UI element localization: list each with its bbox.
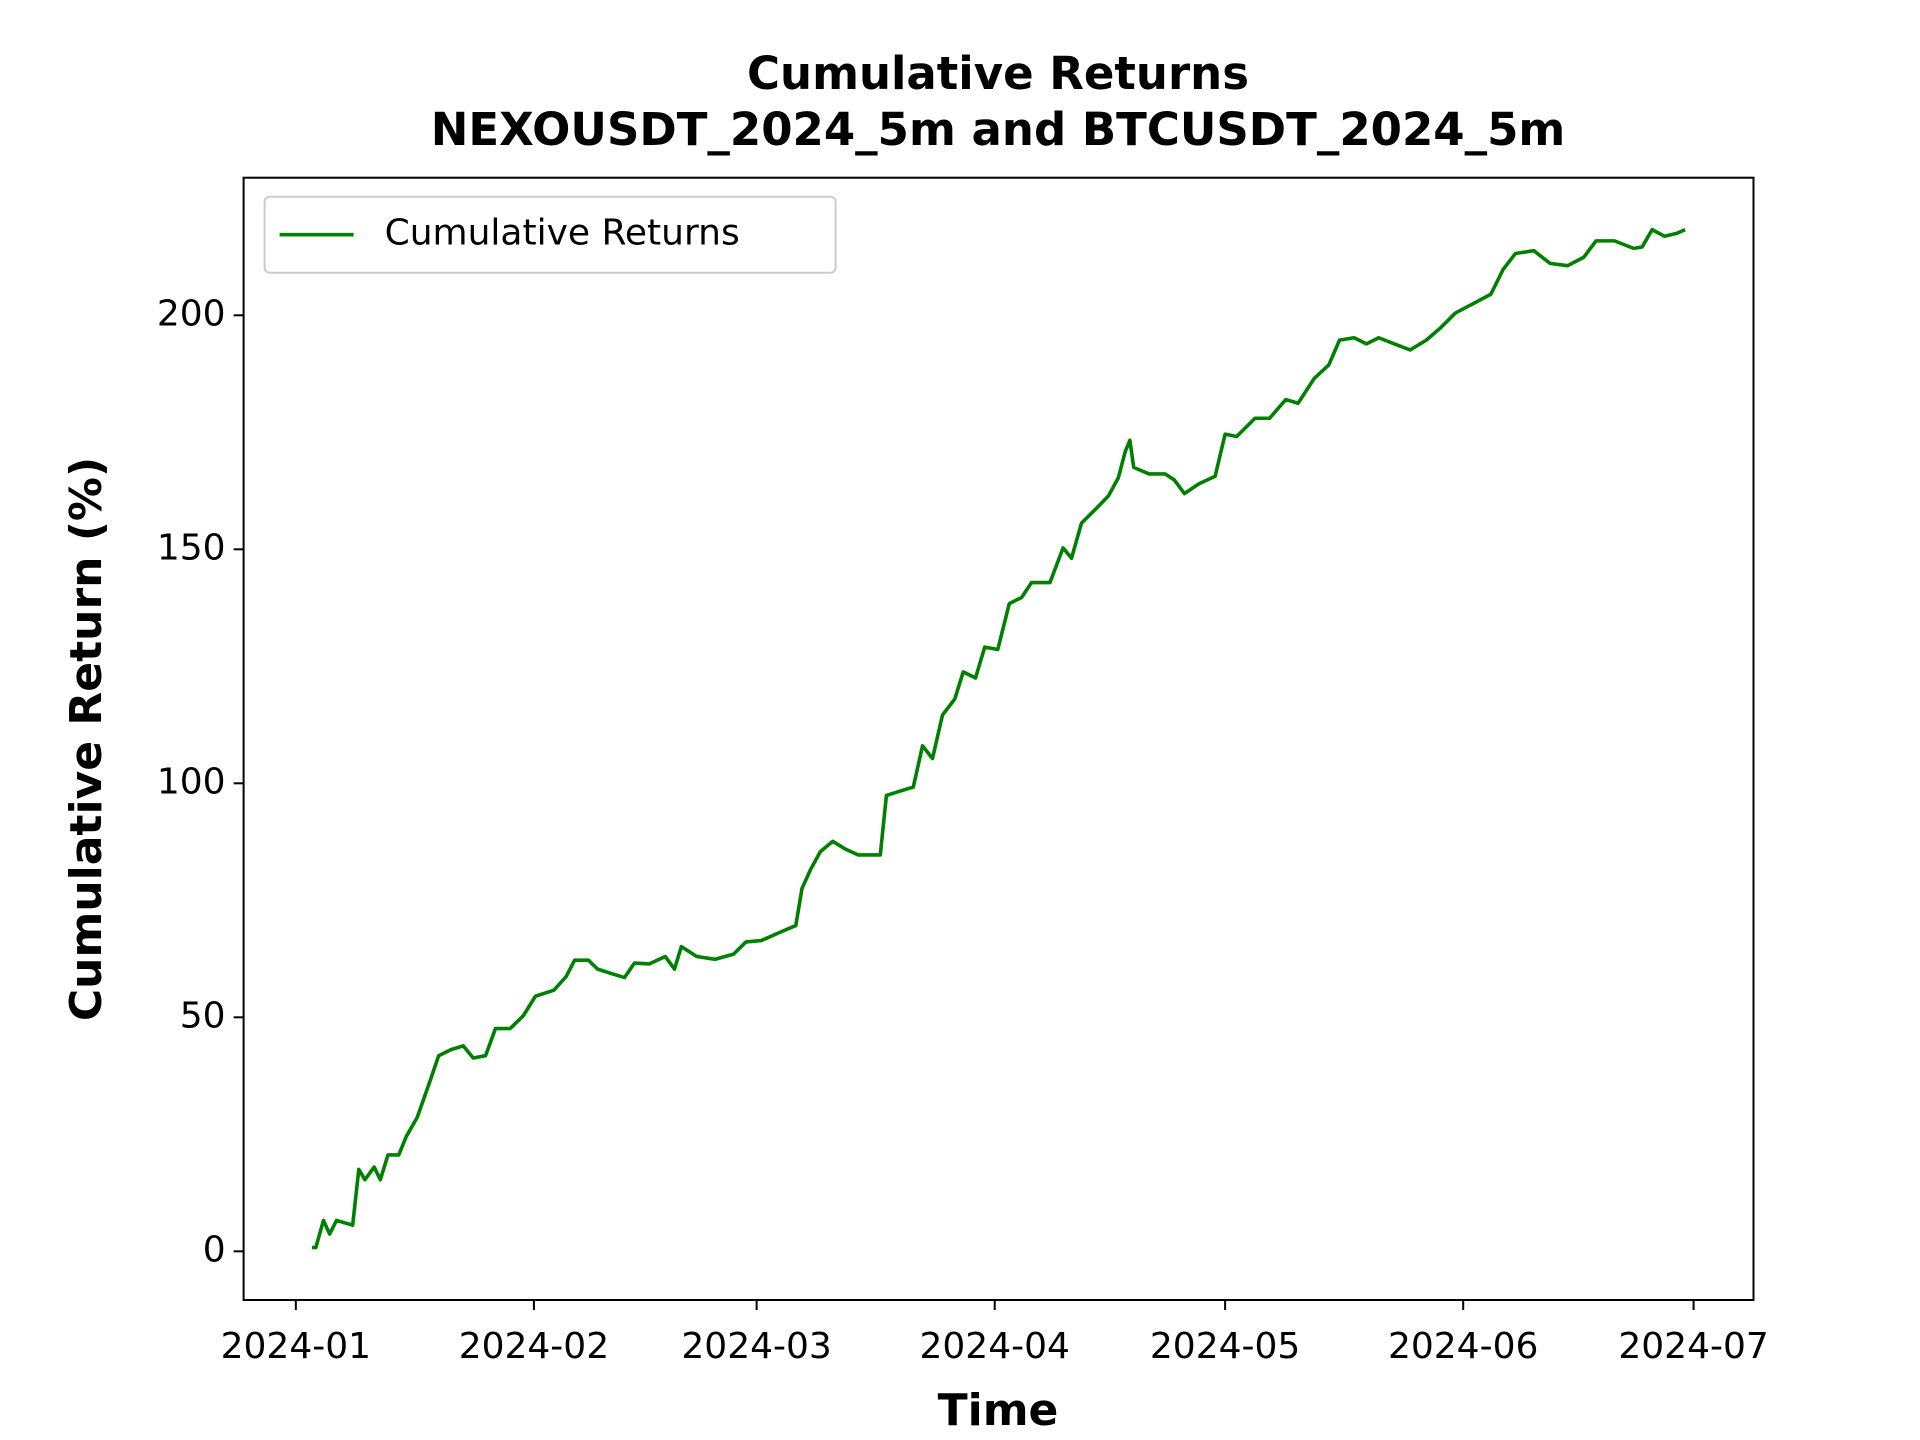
x-tick-label: 2024-02 xyxy=(459,1326,609,1367)
x-tick-label: 2024-05 xyxy=(1150,1326,1300,1367)
y-tick-label: 100 xyxy=(157,761,226,802)
y-tick-label: 50 xyxy=(180,995,226,1036)
y-tick-label: 0 xyxy=(203,1229,226,1270)
plot-frame xyxy=(242,176,1755,1302)
x-axis-label: Time xyxy=(938,1385,1059,1436)
legend-label: Cumulative Returns xyxy=(385,213,740,254)
x-tick-label: 2024-03 xyxy=(681,1326,831,1367)
x-tick-label: 2024-07 xyxy=(1618,1326,1768,1367)
data-line xyxy=(311,227,1686,1250)
legend-box xyxy=(263,195,837,274)
x-tick-label: 2024-04 xyxy=(919,1326,1069,1367)
chart-subtitle: NEXOUSDT_2024_5m and BTCUSDT_2024_5m xyxy=(431,103,1566,156)
y-tick-label: 200 xyxy=(157,293,226,334)
x-tick-label: 2024-06 xyxy=(1388,1326,1538,1367)
chart-title: Cumulative Returns xyxy=(747,47,1249,100)
y-tick-label: 150 xyxy=(157,527,226,568)
x-tick-label: 2024-01 xyxy=(221,1326,371,1367)
y-axis-label: Cumulative Return (%) xyxy=(61,457,112,1021)
